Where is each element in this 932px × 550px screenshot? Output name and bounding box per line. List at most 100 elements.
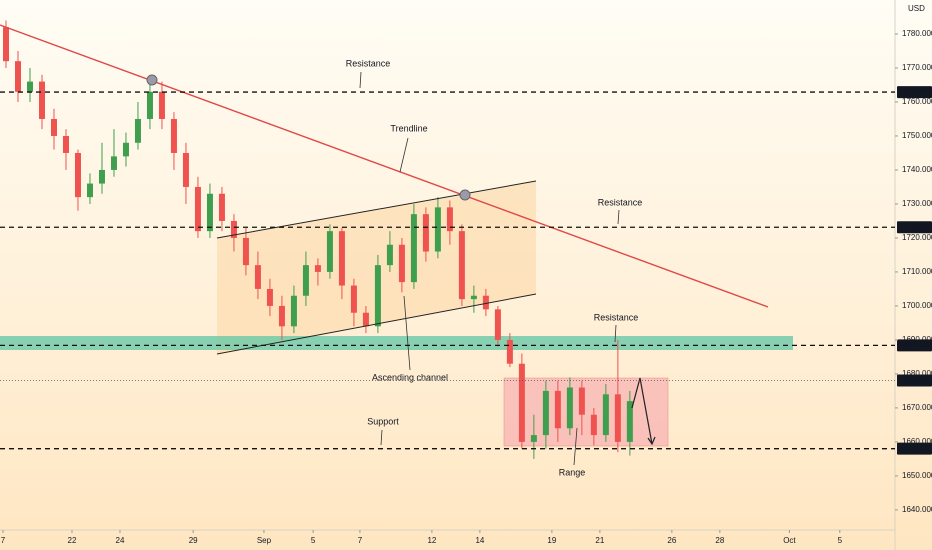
y-tick-label: 1640.000 <box>902 505 932 514</box>
candle-body <box>578 387 585 415</box>
y-tick-label: 1680.000 <box>902 369 932 378</box>
candle-body <box>338 231 345 286</box>
range-box <box>503 377 669 447</box>
candle-body <box>590 414 597 436</box>
price-label: 1678.053 <box>900 376 932 385</box>
candle-body <box>62 135 69 153</box>
y-tick-label: 1670.000 <box>902 403 932 412</box>
price-label-bg <box>897 221 932 234</box>
candle-body <box>86 183 93 198</box>
arrow <box>631 377 653 445</box>
candle-body <box>446 207 453 232</box>
candle-body <box>614 394 621 442</box>
x-tick-label: 7 <box>1 536 6 545</box>
candle-body <box>542 390 549 436</box>
x-tick-label: 5 <box>838 536 843 545</box>
candle-body <box>98 169 105 184</box>
candle-body <box>38 81 45 119</box>
x-tick-label: Oct <box>783 536 796 545</box>
candle-body <box>182 152 189 187</box>
candle-body <box>278 305 285 327</box>
touch-point <box>459 189 471 201</box>
x-tick-label: 12 <box>427 536 436 545</box>
price-label-bg <box>897 442 932 455</box>
candle-body <box>626 401 633 442</box>
candle-body <box>158 91 165 119</box>
candle-body <box>398 244 405 283</box>
price-label: 1723.155 <box>900 222 932 231</box>
annotation: Ascending channel <box>372 372 448 382</box>
x-tick-label: Sep <box>257 536 272 545</box>
y-tick-label: 1730.000 <box>902 199 932 208</box>
candle-body <box>506 339 513 364</box>
candle-body <box>530 435 537 442</box>
candle-body <box>350 285 357 313</box>
annotation: Resistance <box>594 312 639 322</box>
x-tick-label: 26 <box>667 536 676 545</box>
arrow-head <box>647 436 656 446</box>
y-tick-label: 1740.000 <box>902 165 932 174</box>
x-tick-label: 5 <box>311 536 316 545</box>
y-tick-label: 1760.000 <box>902 97 932 106</box>
candle-body <box>422 214 429 252</box>
annotation: Range <box>559 467 586 477</box>
y-tick-label: 1650.000 <box>902 471 932 480</box>
x-tick-label: 24 <box>116 536 125 545</box>
y-tick-label: 1660.000 <box>902 437 932 446</box>
candle-body <box>602 394 609 436</box>
candle-body <box>386 244 393 266</box>
price-label: 1688.395 <box>900 340 932 349</box>
pointer <box>617 209 620 225</box>
candle-body <box>230 220 237 238</box>
candle-body <box>266 288 273 306</box>
y-tick-label: 1690.000 <box>902 335 932 344</box>
x-tick-label: 29 <box>189 536 198 545</box>
price-label-bg <box>897 86 932 99</box>
candle-body <box>470 295 477 300</box>
candle-body <box>146 91 153 119</box>
candle-body <box>566 387 573 429</box>
y-tick-label: 1750.000 <box>902 131 932 140</box>
candle-body <box>170 118 177 153</box>
x-tick-label: 14 <box>475 536 484 545</box>
y-tick-label: 1780.000 <box>902 29 932 38</box>
annotation: Resistance <box>346 58 391 68</box>
x-tick-label: 22 <box>68 536 77 545</box>
candle-body <box>482 295 489 310</box>
y-tick-label: 1720.000 <box>902 233 932 242</box>
pointer <box>380 429 383 446</box>
candle-body <box>458 231 465 300</box>
candle-body <box>26 81 33 92</box>
candle-body <box>290 295 297 327</box>
candle-body <box>218 193 225 221</box>
x-tick-label: 21 <box>595 536 604 545</box>
candle-body <box>362 312 369 327</box>
price-label-bg <box>897 339 932 352</box>
touch-point <box>146 74 158 86</box>
pointer <box>573 427 578 466</box>
y-axis-label: USD <box>908 4 925 13</box>
y-tick-label: 1710.000 <box>902 267 932 276</box>
channel-line <box>216 180 537 239</box>
candle-body <box>2 27 9 62</box>
candle-body <box>110 156 117 170</box>
candle-body <box>314 265 321 272</box>
support-zone <box>0 336 793 350</box>
candle-body <box>302 265 309 296</box>
candle-body <box>434 207 441 252</box>
candle-body <box>194 186 201 232</box>
channel-line <box>216 293 537 355</box>
x-tick-label: 28 <box>715 536 724 545</box>
annotation: Resistance <box>598 197 643 207</box>
candle-body <box>410 214 417 283</box>
candle-body <box>254 265 261 289</box>
y-tick-label: 1770.000 <box>902 63 932 72</box>
pointer <box>614 324 617 343</box>
candle-body <box>374 265 381 327</box>
candles <box>2 20 633 459</box>
candle-body <box>518 363 525 442</box>
candle-body <box>122 142 129 157</box>
candle-body <box>326 231 333 272</box>
